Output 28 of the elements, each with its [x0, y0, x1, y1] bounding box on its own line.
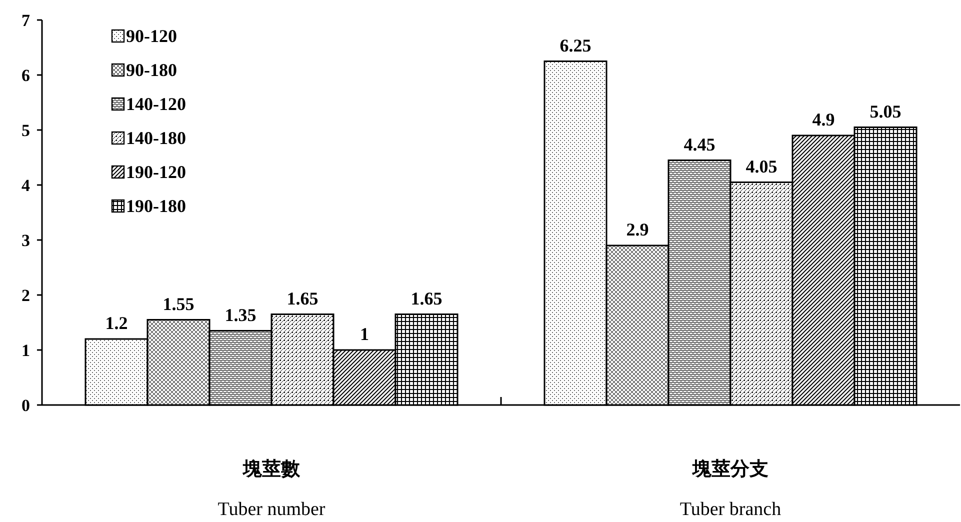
- data-label: 2.9: [626, 220, 649, 240]
- data-label: 5.05: [870, 101, 902, 122]
- x-tick-label: 塊莖數 Tuber number: [218, 458, 326, 520]
- y-tick-label: 0: [22, 396, 30, 415]
- y-tick-label: 3: [22, 231, 30, 250]
- data-label: 4.45: [684, 134, 716, 154]
- data-label: 1: [360, 324, 369, 344]
- x-tick-label: 塊莖分支 Tuber branch: [680, 458, 782, 520]
- data-label: 1.65: [410, 288, 442, 308]
- data-label: 1.35: [224, 304, 256, 325]
- data-label: 1.55: [162, 294, 194, 314]
- legend-label: 90-180: [126, 60, 177, 80]
- y-tick-label: 5: [22, 121, 30, 140]
- legend-label: 140-180: [126, 128, 186, 148]
- data-label: 1.2: [105, 313, 128, 333]
- y-tick-label: 7: [22, 11, 30, 30]
- data-label: 6.25: [560, 35, 592, 56]
- data-label: 4.9: [812, 110, 835, 130]
- legend-label: 90-120: [126, 26, 177, 46]
- y-tick-label: 2: [22, 286, 30, 305]
- y-tick-label: 1: [22, 341, 30, 360]
- data-label: 4.05: [746, 156, 778, 176]
- y-tick-label: 6: [22, 66, 30, 85]
- y-tick-label: 4: [22, 176, 30, 195]
- legend-label: 190-180: [126, 196, 186, 216]
- legend-label: 190-120: [126, 162, 186, 182]
- data-label: 1.65: [286, 288, 318, 308]
- legend-label: 140-120: [126, 94, 186, 114]
